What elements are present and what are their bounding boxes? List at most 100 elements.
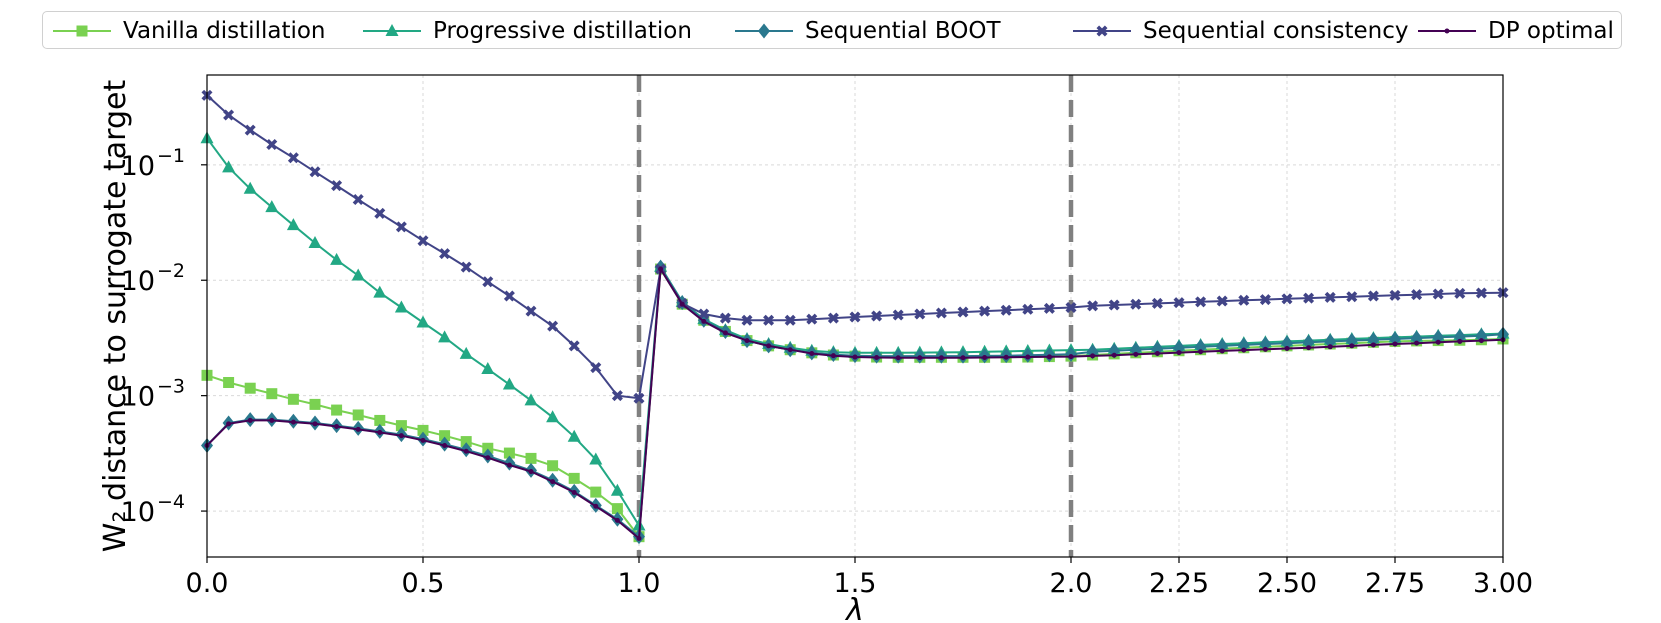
data-point — [439, 248, 451, 260]
data-point — [1198, 349, 1204, 355]
data-point — [633, 392, 645, 404]
data-point — [1000, 304, 1012, 316]
data-point — [528, 469, 534, 475]
data-point — [309, 398, 321, 410]
data-point — [287, 393, 299, 405]
data-point — [1284, 346, 1290, 352]
data-point — [1346, 291, 1358, 303]
data-point — [352, 194, 364, 206]
data-point — [286, 218, 300, 231]
data-point — [1262, 346, 1268, 352]
data-point — [226, 421, 232, 427]
data-point — [1367, 290, 1379, 302]
data-point — [784, 314, 796, 326]
data-point — [1237, 337, 1250, 353]
x-tick-label: 2.75 — [1365, 568, 1425, 599]
x-axis-title: λ — [844, 593, 864, 623]
data-point — [1432, 329, 1445, 345]
data-point — [914, 308, 926, 320]
data-point — [308, 236, 322, 249]
y-tick-exponent: −2 — [157, 260, 185, 282]
data-point — [417, 235, 429, 247]
data-point — [611, 390, 623, 402]
data-point — [957, 306, 969, 318]
data-point — [351, 268, 365, 281]
legend-item: Progressive distillation — [361, 16, 692, 46]
data-point — [438, 330, 452, 343]
data-point — [1195, 296, 1207, 308]
data-point — [1259, 336, 1272, 352]
data-point — [416, 315, 430, 328]
data-point — [611, 503, 623, 515]
data-point — [1475, 287, 1487, 299]
legend-swatch — [1073, 25, 1131, 37]
data-point — [1324, 291, 1336, 303]
series-dp-optimal — [204, 265, 1506, 541]
data-point — [830, 353, 836, 359]
data-point — [460, 436, 472, 448]
data-point — [460, 261, 472, 273]
data-point — [1022, 303, 1034, 315]
data-point — [222, 160, 236, 173]
data-point — [1454, 287, 1466, 299]
data-point — [1281, 335, 1293, 351]
data-point — [525, 305, 537, 317]
data-point — [1302, 334, 1315, 350]
data-point — [1087, 300, 1099, 312]
data-point — [892, 309, 904, 321]
data-point — [938, 355, 944, 361]
data-point — [373, 285, 387, 298]
legend-swatch — [363, 24, 421, 36]
data-point — [1411, 289, 1423, 301]
y-tick-exponent: −3 — [157, 376, 185, 398]
data-point — [979, 305, 991, 317]
data-point — [417, 424, 429, 436]
data-point — [394, 300, 408, 313]
x-tick-label: 2.25 — [1149, 568, 1209, 599]
data-point — [1392, 341, 1398, 347]
data-point — [1065, 302, 1077, 314]
data-point — [309, 166, 321, 178]
data-point — [420, 437, 426, 443]
data-point — [1108, 299, 1120, 311]
data-point — [334, 424, 340, 430]
legend-swatch — [1418, 28, 1476, 34]
series-sequential-consistency — [201, 89, 1509, 404]
data-point — [698, 308, 710, 320]
data-point — [482, 442, 494, 454]
data-point — [265, 200, 279, 213]
data-point — [385, 24, 399, 36]
data-point — [614, 517, 620, 523]
data-point — [1046, 354, 1052, 360]
data-point — [374, 207, 386, 219]
data-point — [1216, 338, 1229, 354]
y-axis: 10−410−310−210−1 — [121, 145, 207, 528]
data-point — [590, 362, 602, 374]
data-point — [741, 314, 753, 326]
data-point — [395, 420, 407, 432]
data-point — [355, 426, 361, 432]
data-point — [290, 419, 296, 425]
data-point — [547, 460, 559, 472]
data-point — [1410, 330, 1423, 346]
x-tick-label: 2.0 — [1050, 568, 1093, 599]
data-point — [849, 311, 861, 323]
y-tick-label: 10 — [121, 497, 155, 528]
data-point — [1306, 345, 1312, 351]
data-point — [1154, 350, 1160, 356]
data-point — [719, 312, 731, 324]
data-point — [287, 152, 299, 164]
data-point — [1349, 343, 1355, 349]
legend-label: DP optimal — [1488, 18, 1614, 44]
data-point — [590, 486, 602, 498]
data-point — [1068, 354, 1074, 360]
data-point — [546, 410, 560, 423]
data-point — [266, 388, 278, 400]
data-point — [1444, 28, 1450, 34]
data-point — [395, 221, 407, 233]
data-point — [1414, 340, 1420, 346]
legend-label: Progressive distillation — [433, 18, 692, 44]
data-point — [1345, 333, 1358, 349]
data-point — [874, 355, 880, 361]
